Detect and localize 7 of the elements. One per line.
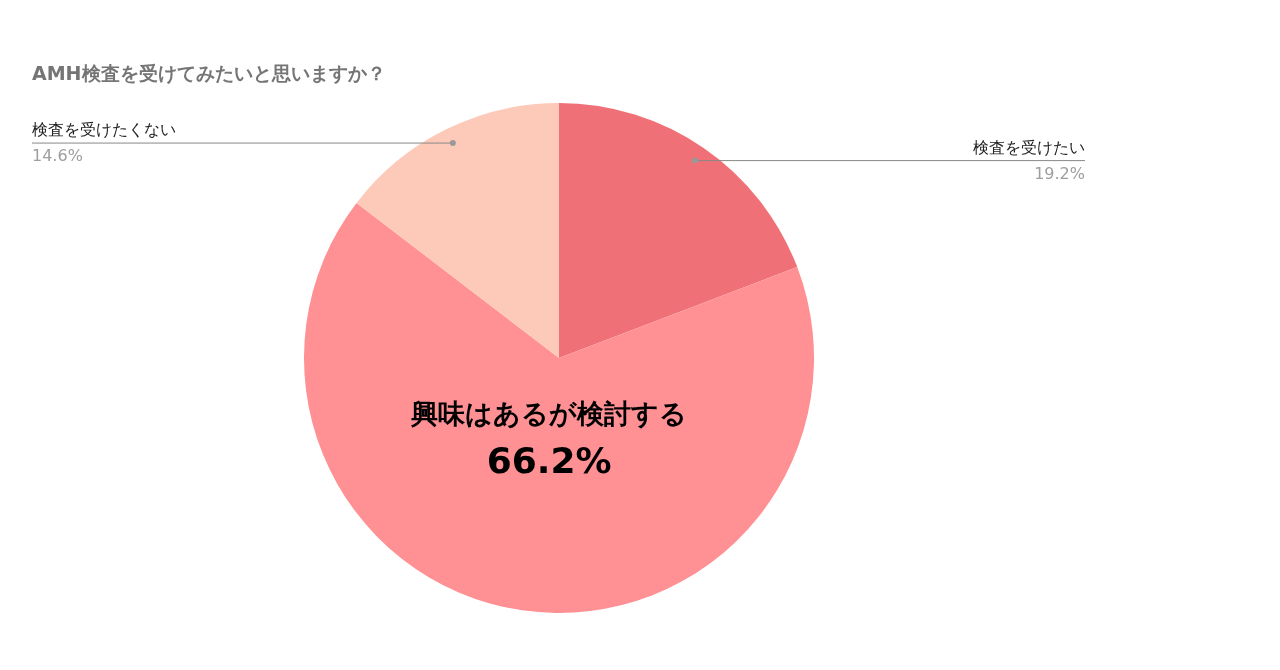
data-label: 66.2%	[486, 440, 612, 482]
slice-label: 興味はあるが検討する	[410, 398, 688, 430]
slice-label: 検査を受けたい	[973, 137, 1085, 157]
data-label: 19.2%	[1034, 163, 1085, 183]
data-label: 14.6%	[32, 146, 83, 166]
chart-title: AMH検査を受けてみたいと思いますか？	[32, 62, 386, 84]
slice-label: 検査を受けたくない	[32, 120, 176, 140]
